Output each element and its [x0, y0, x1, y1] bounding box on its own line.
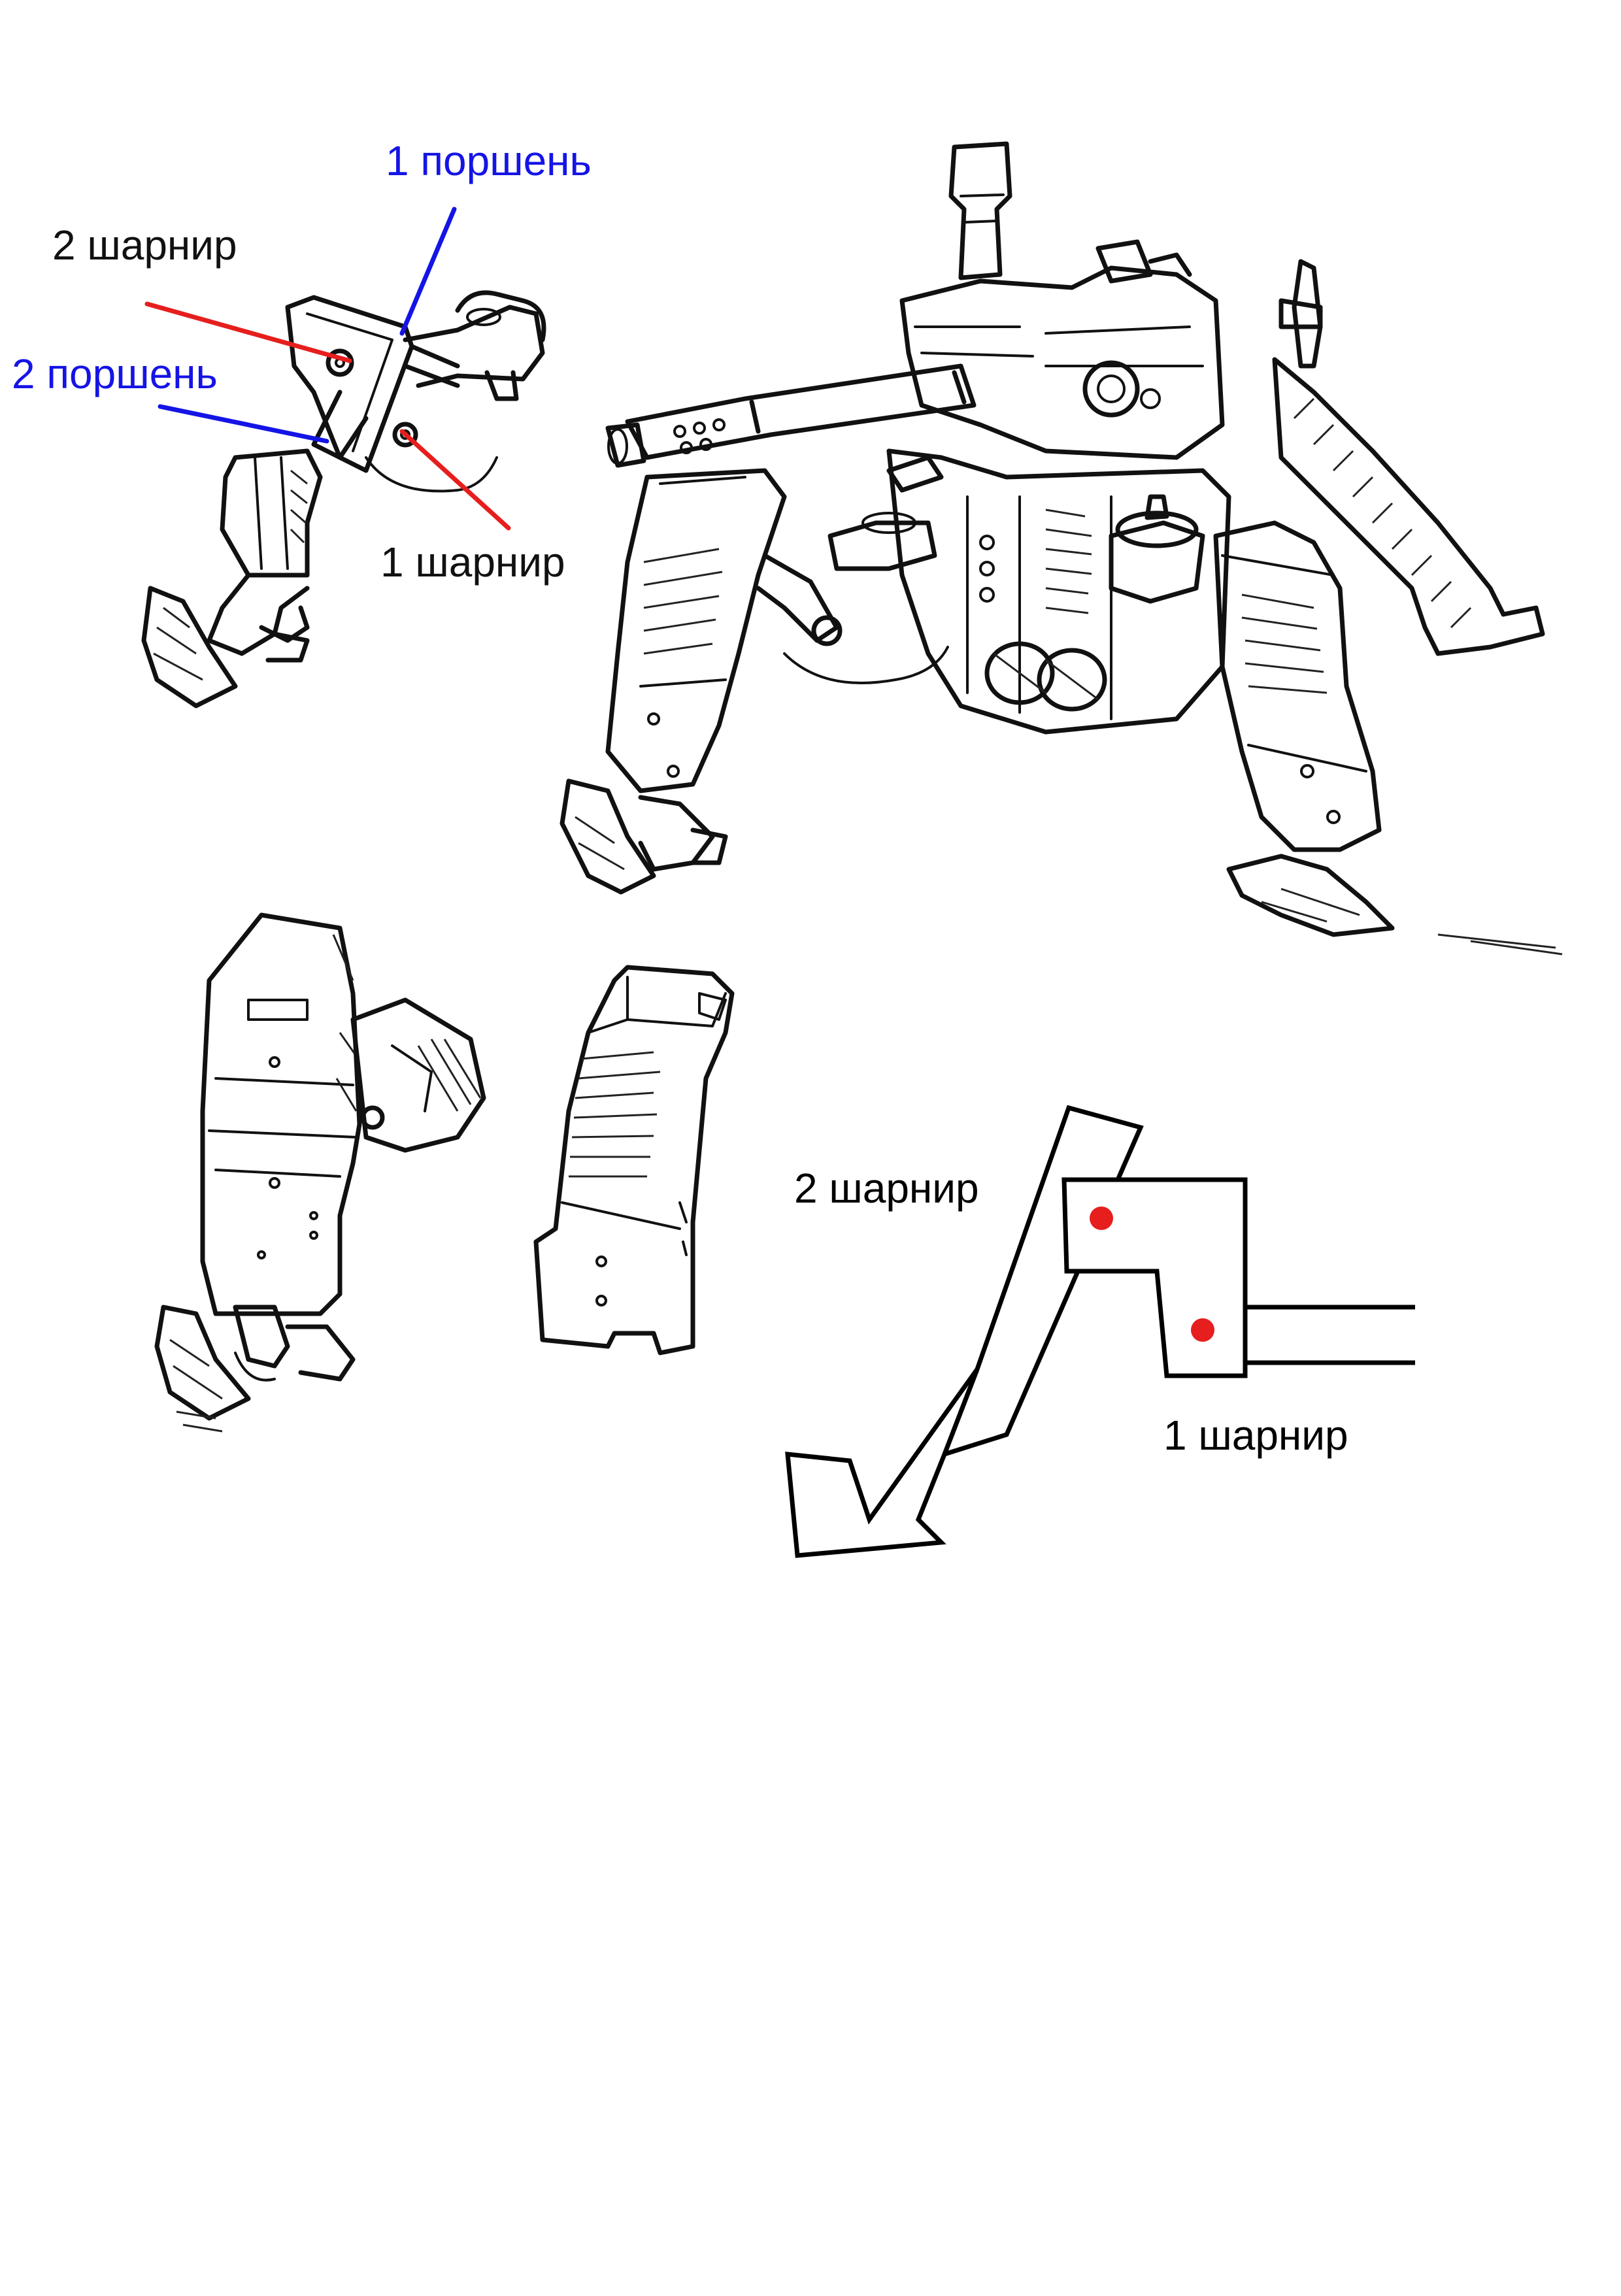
piston-2-leader [158, 404, 329, 444]
schematic-joint-2-label: 2 шарнир [794, 1165, 979, 1212]
rear-right-leg [1272, 357, 1545, 656]
joint-1-label: 1 шарнир [380, 539, 565, 586]
schematic-joint-1-label: 1 шарнир [1163, 1412, 1348, 1459]
joint-2-label: 2 шарнир [52, 222, 237, 269]
schematic-block [1061, 1177, 1248, 1378]
schematic-foot [785, 1367, 980, 1558]
joint-2-dot [1090, 1206, 1113, 1230]
turret-body [899, 265, 1225, 460]
leg-armor-study-b [533, 965, 735, 1356]
front-right-foot [1226, 854, 1395, 937]
joint-1-leader [399, 429, 511, 531]
foot [141, 586, 238, 708]
gun-barrel [625, 363, 977, 460]
joint-2-leader [144, 301, 352, 363]
front-right-leg [1213, 520, 1382, 852]
piston-2-label: 2 поршень [12, 350, 218, 397]
leg-armor-study-a [154, 912, 486, 1433]
shin-armor [220, 448, 323, 578]
piston-1-leader [399, 207, 457, 336]
joint-schematic: 2 шарнир 1 шарнир [785, 1105, 1415, 1558]
armor-plate-b [533, 965, 735, 1356]
hip-bracket-outline [285, 295, 414, 473]
exhaust-stack [948, 141, 1012, 280]
front-left-foot [560, 778, 656, 895]
walker-mech-sketch [560, 141, 1563, 956]
schematic-leg-upper [941, 1105, 1144, 1458]
piston-1-label: 1 поршень [386, 137, 592, 184]
front-left-leg [605, 468, 787, 793]
hull [886, 448, 1231, 735]
joint-1-dot [1191, 1318, 1214, 1342]
upper-cylinder [403, 305, 545, 388]
annotated-leg-sketch: 1 поршень 2 шарнир 2 поршень 1 шарнир [12, 137, 592, 708]
armor-plate-a [200, 912, 362, 1316]
